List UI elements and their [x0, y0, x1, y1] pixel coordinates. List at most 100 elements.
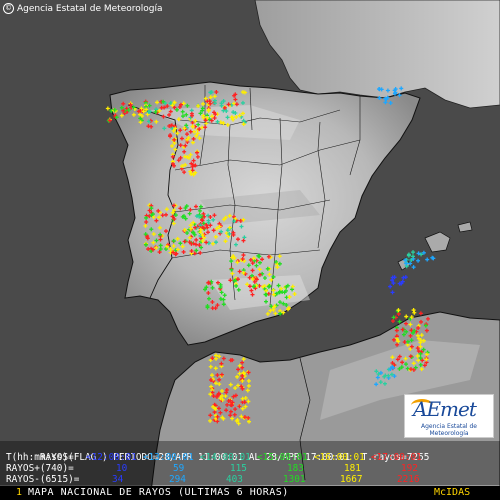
strike-marker: [246, 263, 251, 268]
strike-marker: [271, 292, 276, 297]
strike-marker: [188, 226, 193, 231]
strike-marker: [401, 275, 406, 280]
strike-marker: [144, 219, 149, 224]
positive-count: 192: [401, 463, 418, 474]
strike-marker: [228, 382, 233, 387]
strike-marker: [415, 333, 420, 338]
strike-marker: [209, 279, 214, 284]
strike-marker: [158, 237, 163, 242]
strike-marker: [219, 389, 224, 394]
strike-marker: [237, 113, 242, 118]
strike-marker: [193, 225, 198, 230]
strike-marker: [267, 284, 272, 289]
strike-marker: [187, 235, 192, 240]
strike-marker: [206, 280, 211, 285]
strike-marker: [271, 288, 276, 293]
strike-marker: [409, 258, 414, 263]
strike-marker: [149, 124, 154, 129]
strike-marker: [197, 243, 202, 248]
strike-marker: [234, 283, 239, 288]
strike-marker: [208, 223, 213, 228]
strike-marker: [416, 358, 421, 363]
strike-marker: [416, 251, 421, 256]
strike-marker: [138, 120, 143, 125]
strike-marker: [157, 250, 162, 255]
strike-marker: [240, 111, 245, 116]
aemet-logo: AEmet Agencia Estatal de Meteorología: [404, 394, 494, 438]
strike-marker: [266, 291, 271, 296]
strike-marker: [240, 386, 245, 391]
strike-marker: [400, 327, 405, 332]
strike-marker: [240, 90, 245, 95]
strike-marker: [194, 242, 199, 247]
strike-marker: [143, 223, 148, 228]
strike-marker: [272, 304, 277, 309]
strike-marker: [172, 105, 177, 110]
negative-count: 1301: [283, 474, 306, 485]
cantabrian-relief: [150, 105, 300, 140]
portugal-border: [127, 104, 179, 299]
strike-marker: [205, 305, 210, 310]
strike-marker: [151, 240, 156, 245]
strike-marker: [399, 86, 404, 91]
strike-marker: [154, 218, 159, 223]
strike-marker: [392, 374, 397, 379]
strike-marker: [237, 363, 242, 368]
strike-marker: [185, 231, 190, 235]
strike-marker: [241, 238, 246, 243]
strike-marker: [151, 232, 156, 237]
strike-marker: [188, 152, 193, 157]
strike-marker: [200, 233, 205, 238]
strike-marker: [214, 90, 219, 95]
logo-wordmark: AEmet: [413, 397, 477, 421]
strike-marker: [378, 380, 383, 385]
strike-marker: [174, 251, 179, 256]
strike-marker: [124, 106, 129, 111]
strike-marker: [241, 122, 246, 127]
strike-marker: [190, 113, 195, 118]
strike-marker: [397, 319, 402, 324]
strike-marker: [206, 291, 211, 296]
strike-marker: [395, 357, 400, 362]
strike-marker: [155, 100, 160, 105]
strike-marker: [220, 393, 225, 398]
strike-marker: [189, 248, 194, 253]
agency-watermark: © Agencia Estatal de Meteorología: [3, 3, 163, 14]
strike-marker: [241, 118, 246, 123]
strike-marker: [238, 218, 243, 223]
strike-marker: [276, 283, 281, 288]
strike-marker: [178, 143, 183, 148]
strike-marker: [268, 308, 273, 313]
strike-marker: [286, 306, 291, 311]
strike-marker: [233, 97, 238, 102]
strike-marker: [395, 342, 400, 347]
strike-marker: [173, 126, 178, 131]
strike-marker: [149, 206, 154, 211]
strike-marker: [203, 287, 208, 292]
strike-marker: [285, 283, 290, 288]
strike-marker: [241, 370, 246, 375]
strike-marker: [199, 217, 204, 222]
strike-marker: [191, 136, 196, 141]
strike-marker: [250, 261, 255, 266]
strike-marker: [267, 272, 272, 277]
strike-marker: [218, 284, 223, 289]
strike-marker: [416, 258, 421, 263]
strike-marker: [250, 268, 255, 273]
strike-marker: [171, 238, 176, 243]
strike-marker: [188, 129, 193, 134]
strike-marker: [112, 107, 117, 112]
strike-marker: [234, 114, 239, 119]
strike-marker: [208, 101, 213, 106]
strike-marker: [189, 171, 194, 176]
strike-marker: [154, 238, 159, 243]
strike-marker: [391, 315, 396, 320]
strike-marker: [281, 301, 286, 306]
strike-marker: [161, 99, 166, 104]
strike-marker: [408, 333, 413, 338]
strike-marker: [233, 386, 238, 391]
strike-marker: [157, 225, 162, 230]
header-period: PERIODO=28/APR 11:00:01 AL 28/APR 17:00:…: [113, 452, 351, 463]
strike-marker: [420, 358, 425, 363]
strike-marker: [400, 279, 405, 284]
